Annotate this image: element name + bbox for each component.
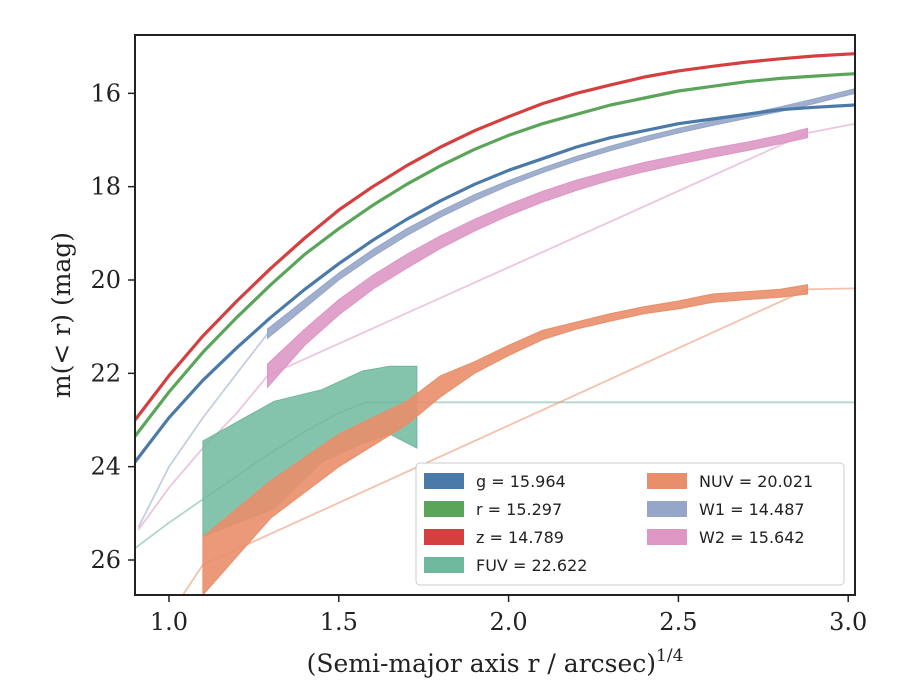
series-W2-band bbox=[267, 127, 808, 389]
x-axis-label: (Semi-major axis r / arcsec)1/4 bbox=[307, 646, 684, 678]
legend-label-W1: W1 = 14.487 bbox=[699, 500, 805, 519]
legend-swatch-FUV bbox=[424, 557, 464, 573]
legend-label-z: z = 14.789 bbox=[476, 528, 564, 547]
legend-swatch-NUV bbox=[647, 473, 687, 489]
y-tick-label: 24 bbox=[90, 453, 121, 481]
x-tick-label: 1.5 bbox=[320, 608, 358, 636]
legend-label-W2: W2 = 15.642 bbox=[699, 528, 805, 547]
series-z-line bbox=[135, 52, 855, 421]
x-axis-ticks: 1.0 1.5 2.0 2.5 3.0 bbox=[150, 595, 867, 636]
series-r-line bbox=[135, 72, 855, 438]
x-tick-label: 1.0 bbox=[150, 608, 188, 636]
legend-box bbox=[415, 462, 845, 586]
y-tick-label: 18 bbox=[90, 173, 121, 201]
y-axis-label: m(< r) (mag) bbox=[47, 232, 76, 398]
series-W1-extrapolation bbox=[137, 333, 269, 528]
profile-bands bbox=[202, 88, 855, 595]
legend-swatch-W1 bbox=[647, 501, 687, 517]
legend-swatch-z bbox=[424, 529, 464, 545]
legend-swatch-r bbox=[424, 501, 464, 517]
legend-label-r: r = 15.297 bbox=[476, 500, 562, 519]
legend-label-g: g = 15.964 bbox=[476, 472, 566, 491]
y-tick-label: 20 bbox=[90, 266, 121, 294]
y-axis-ticks: 16 18 20 22 24 26 bbox=[90, 79, 135, 574]
legend-label-NUV: NUV = 20.021 bbox=[699, 472, 813, 491]
legend-label-FUV: FUV = 22.622 bbox=[476, 556, 587, 575]
legend-swatch-W2 bbox=[647, 529, 687, 545]
x-tick-label: 2.0 bbox=[489, 608, 527, 636]
series-W1-band bbox=[267, 88, 855, 340]
plot-frame bbox=[134, 34, 856, 596]
profile-lines bbox=[135, 52, 855, 463]
y-tick-label: 26 bbox=[90, 546, 121, 574]
x-tick-label: 3.0 bbox=[829, 608, 867, 636]
series-g-line bbox=[135, 103, 855, 463]
legend: g = 15.964 r = 15.297 z = 14.789 FUV = 22.6… bbox=[415, 462, 845, 586]
y-tick-label: 22 bbox=[90, 359, 121, 387]
y-tick-label: 16 bbox=[90, 79, 121, 107]
series-NUV-band bbox=[202, 284, 808, 595]
legend-swatch-g bbox=[424, 473, 464, 489]
x-tick-label: 2.5 bbox=[659, 608, 697, 636]
